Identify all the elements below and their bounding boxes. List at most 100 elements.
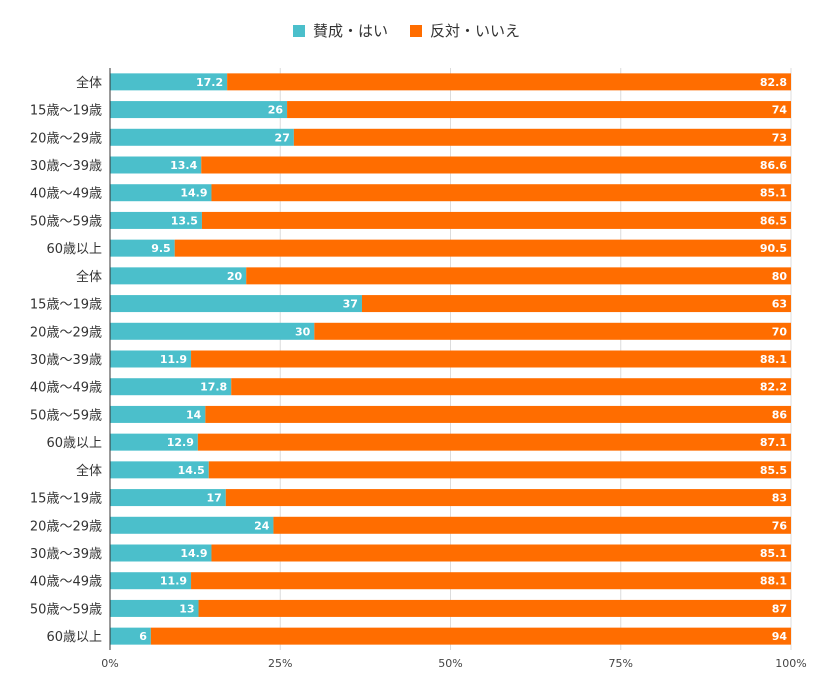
data-label-yes: 6 — [139, 630, 147, 643]
bar-segment-yes[interactable] — [110, 516, 274, 534]
bar-segment-yes[interactable] — [110, 267, 247, 285]
bar-segment-no[interactable] — [191, 572, 791, 590]
data-label-no: 85.1 — [760, 187, 787, 200]
data-label-no: 76 — [772, 519, 788, 532]
category-label: 60歳以上 — [46, 630, 102, 645]
bar-segment-no[interactable] — [211, 544, 791, 562]
bar-segment-no[interactable] — [211, 184, 791, 202]
category-label: 20歳～29歳 — [30, 325, 102, 340]
bar-segment-no[interactable] — [314, 322, 791, 340]
category-label: 60歳以上 — [46, 242, 102, 257]
data-label-no: 86 — [772, 408, 788, 421]
bar-segment-no[interactable] — [273, 516, 791, 534]
legend-swatch-no — [410, 24, 422, 37]
bar-segment-yes[interactable] — [110, 433, 198, 451]
legend-item-yes[interactable]: 賛成・はい — [292, 20, 388, 41]
data-label-yes: 37 — [343, 298, 358, 311]
bar-segment-yes[interactable] — [110, 322, 315, 340]
category-label: 30歳～39歳 — [30, 159, 102, 174]
bar-segment-no[interactable] — [197, 433, 791, 451]
bar-segment-no[interactable] — [293, 128, 791, 146]
category-label: 15歳～19歳 — [30, 104, 102, 119]
bar-segment-yes[interactable] — [110, 627, 151, 645]
bar-segment-no[interactable] — [205, 405, 792, 423]
bar-segment-no[interactable] — [150, 627, 792, 645]
bar-segment-yes[interactable] — [110, 156, 202, 174]
bar-segment-yes[interactable] — [110, 405, 206, 423]
data-label-yes: 17.2 — [196, 76, 223, 89]
data-label-yes: 12.9 — [167, 436, 194, 449]
category-label: 全体 — [76, 463, 102, 479]
bar-segment-yes[interactable] — [110, 350, 192, 368]
data-label-no: 87 — [772, 602, 787, 615]
data-label-yes: 9.5 — [151, 242, 171, 255]
category-label: 60歳以上 — [46, 436, 102, 451]
bar-segment-no[interactable] — [361, 295, 791, 313]
bar-segment-yes[interactable] — [110, 211, 202, 229]
bar-segment-yes[interactable] — [110, 73, 228, 91]
bar-segment-no[interactable] — [225, 489, 791, 507]
category-label: 全体 — [76, 269, 102, 285]
data-label-no: 83 — [772, 492, 787, 505]
bar-segment-no[interactable] — [174, 239, 791, 257]
bar-segment-no[interactable] — [201, 211, 791, 229]
category-label: 20歳～29歳 — [30, 519, 102, 534]
bar-segment-no[interactable] — [227, 73, 791, 91]
x-tick-label: 50% — [438, 657, 462, 670]
bar-segment-yes[interactable] — [110, 489, 226, 507]
data-label-yes: 14.9 — [180, 187, 207, 200]
x-tick-label: 25% — [268, 657, 292, 670]
bar-segment-yes[interactable] — [110, 544, 212, 562]
bar-segment-no[interactable] — [287, 101, 791, 119]
data-label-yes: 27 — [275, 131, 290, 144]
bar-segment-no[interactable] — [191, 350, 791, 368]
data-label-yes: 13.4 — [170, 159, 197, 172]
data-label-yes: 11.9 — [160, 353, 187, 366]
bar-segment-yes[interactable] — [110, 572, 192, 590]
bar-segment-no[interactable] — [231, 378, 791, 396]
category-label: 20歳～29歳 — [30, 131, 102, 146]
data-label-yes: 24 — [254, 519, 270, 532]
bar-segment-yes[interactable] — [110, 461, 209, 479]
bar-segment-yes[interactable] — [110, 101, 288, 119]
data-label-no: 94 — [772, 630, 788, 643]
x-tick-label: 75% — [609, 657, 633, 670]
data-label-yes: 13 — [179, 602, 194, 615]
data-label-no: 90.5 — [760, 242, 787, 255]
category-label: 30歳～39歳 — [30, 353, 102, 368]
bar-segment-no[interactable] — [246, 267, 791, 285]
category-label: 15歳～19歳 — [30, 298, 102, 313]
bar-segment-no[interactable] — [208, 461, 791, 479]
data-label-no: 70 — [772, 325, 788, 338]
category-label: 40歳～49歳 — [30, 575, 102, 590]
legend-item-no[interactable]: 反対・いいえ — [410, 20, 520, 41]
data-label-yes: 14.9 — [180, 547, 207, 560]
category-label: 30歳～39歳 — [30, 547, 102, 562]
bar-segment-yes[interactable] — [110, 184, 212, 202]
legend-label-yes: 賛成・はい — [312, 22, 388, 40]
category-label: 50歳～59歳 — [30, 214, 102, 229]
bar-segment-yes[interactable] — [110, 128, 294, 146]
bar-segment-yes[interactable] — [110, 239, 175, 257]
data-label-no: 74 — [772, 104, 788, 117]
bar-segment-yes[interactable] — [110, 378, 232, 396]
data-label-no: 85.1 — [760, 547, 787, 560]
bar-segment-no[interactable] — [198, 599, 791, 617]
bar-segment-yes[interactable] — [110, 295, 362, 313]
bar-segment-yes[interactable] — [110, 599, 199, 617]
bar-segment-no[interactable] — [201, 156, 791, 174]
data-label-yes: 20 — [227, 270, 243, 283]
data-label-yes: 17.8 — [200, 381, 227, 394]
data-label-yes: 13.5 — [171, 214, 198, 227]
data-label-no: 85.5 — [760, 464, 787, 477]
data-label-no: 73 — [772, 131, 787, 144]
data-label-no: 82.8 — [760, 76, 787, 89]
legend: 賛成・はい 反対・いいえ — [0, 20, 813, 41]
x-tick-label: 0% — [101, 657, 118, 670]
data-label-yes: 14 — [186, 408, 202, 421]
legend-label-no: 反対・いいえ — [430, 22, 521, 40]
data-label-yes: 30 — [295, 325, 311, 338]
legend-swatch-yes — [292, 24, 305, 37]
category-label: 50歳～59歳 — [30, 602, 102, 617]
